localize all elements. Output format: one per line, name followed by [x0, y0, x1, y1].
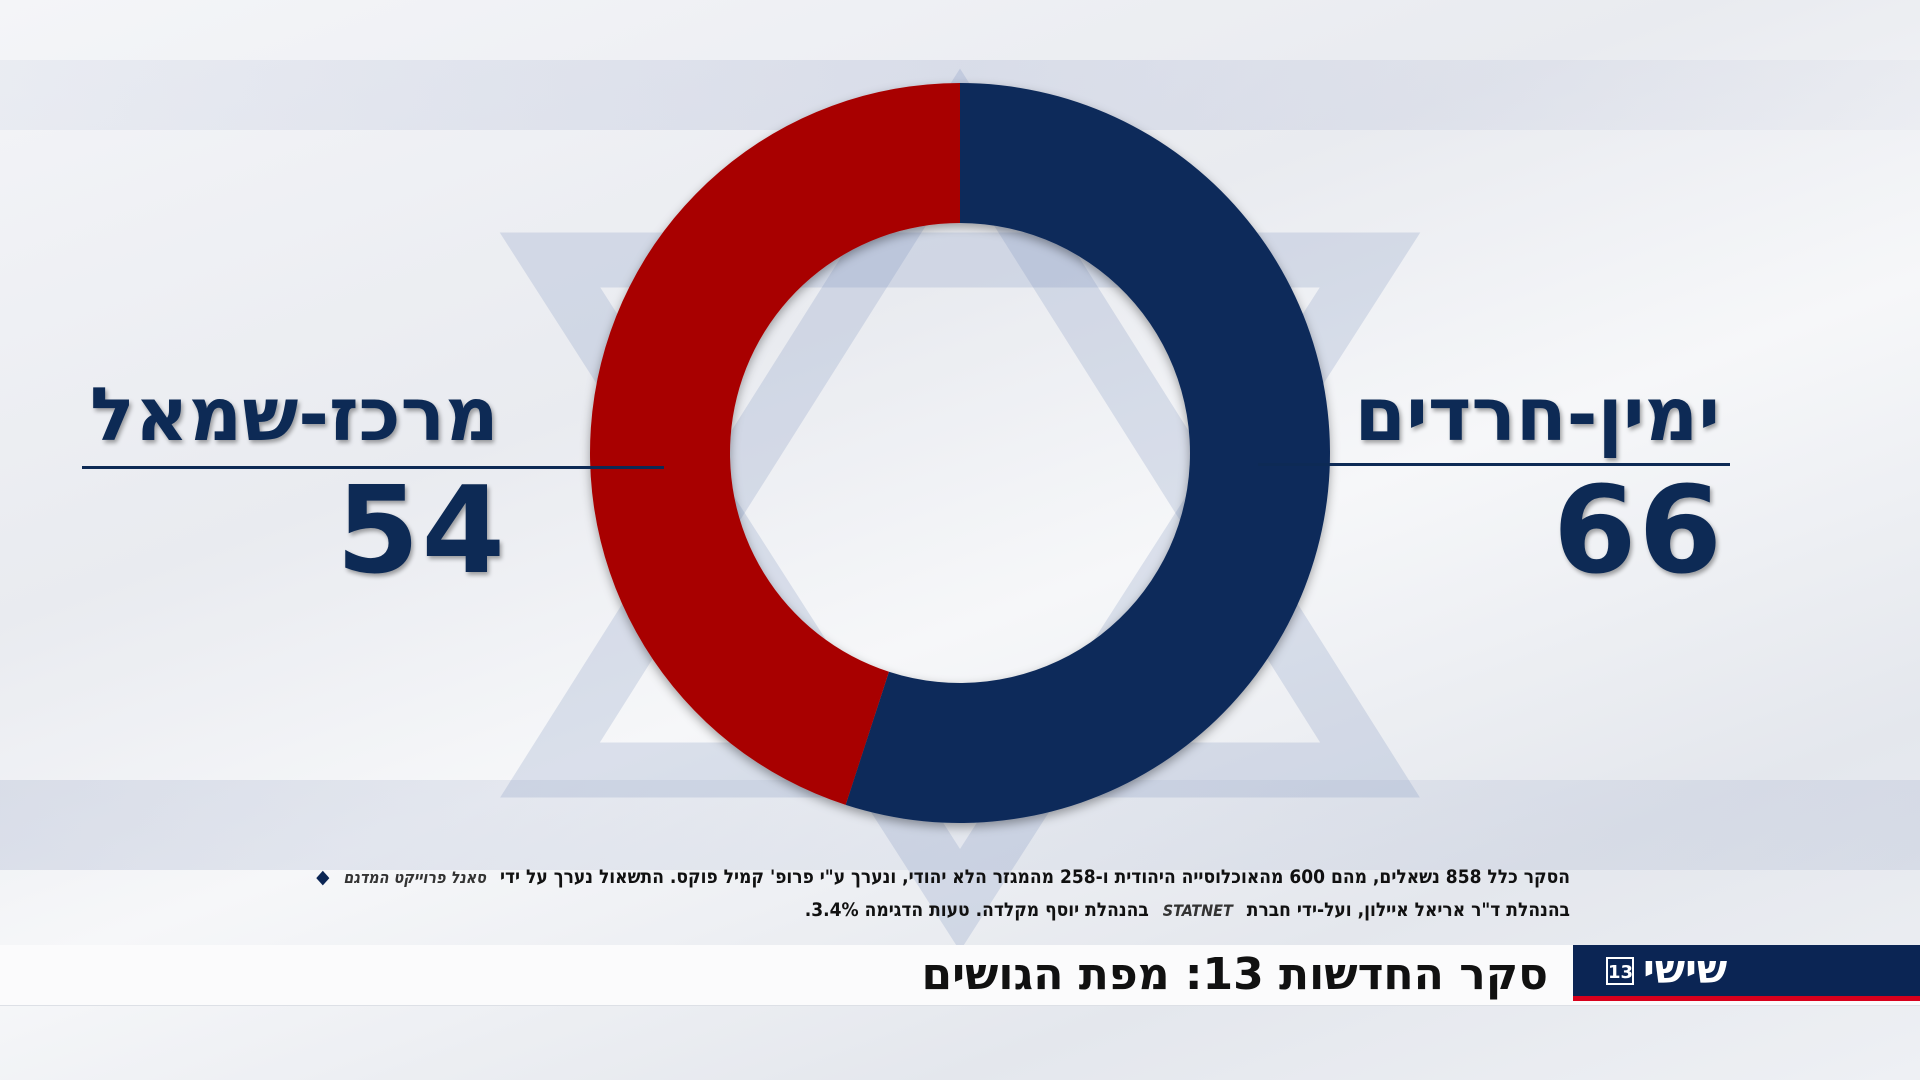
channel-13-logo-icon: 13 [1606, 957, 1634, 985]
panel-project-logo: סאנל פרוייקט המדגם [343, 868, 487, 887]
donut-slice-right-bloc [845, 83, 1330, 823]
left-bloc-name: מרכז-שמאל [90, 372, 499, 458]
survey-footnote-line1: הסקר כלל 858 נשאלים, מהם 600 מהאוכלוסייה… [316, 866, 1570, 888]
left-bloc-value: 54 [336, 462, 507, 601]
footnote-line2-text-b: בהנהלת יוסף מקלדה. טעות הדגימה 3.4%. [804, 899, 1149, 921]
diamond-icon: ◆ [316, 866, 330, 888]
channel-badge: 13 שישי [1573, 945, 1920, 1001]
survey-footnote-line2: בהנהלת ד"ר אריאל איילון, ועל-ידי חברת ST… [805, 899, 1570, 921]
right-bloc-rule [1258, 463, 1730, 466]
footnote-line1-text: הסקר כלל 858 נשאלים, מהם 600 מהאוכלוסייה… [499, 866, 1570, 888]
left-bloc-rule [82, 466, 664, 469]
statnet-logo: STATNET [1162, 901, 1233, 920]
channel-name: שישי [1643, 947, 1728, 993]
right-bloc-name: ימין-חרדים [1354, 372, 1720, 458]
donut-slice-left-bloc [589, 83, 960, 805]
footnote-line2-text-a: בהנהלת ד"ר אריאל איילון, ועל-ידי חברת [1246, 899, 1570, 921]
right-bloc-value: 66 [1553, 462, 1724, 601]
headline: סקר החדשות 13: מפת הגושים [921, 949, 1548, 1000]
